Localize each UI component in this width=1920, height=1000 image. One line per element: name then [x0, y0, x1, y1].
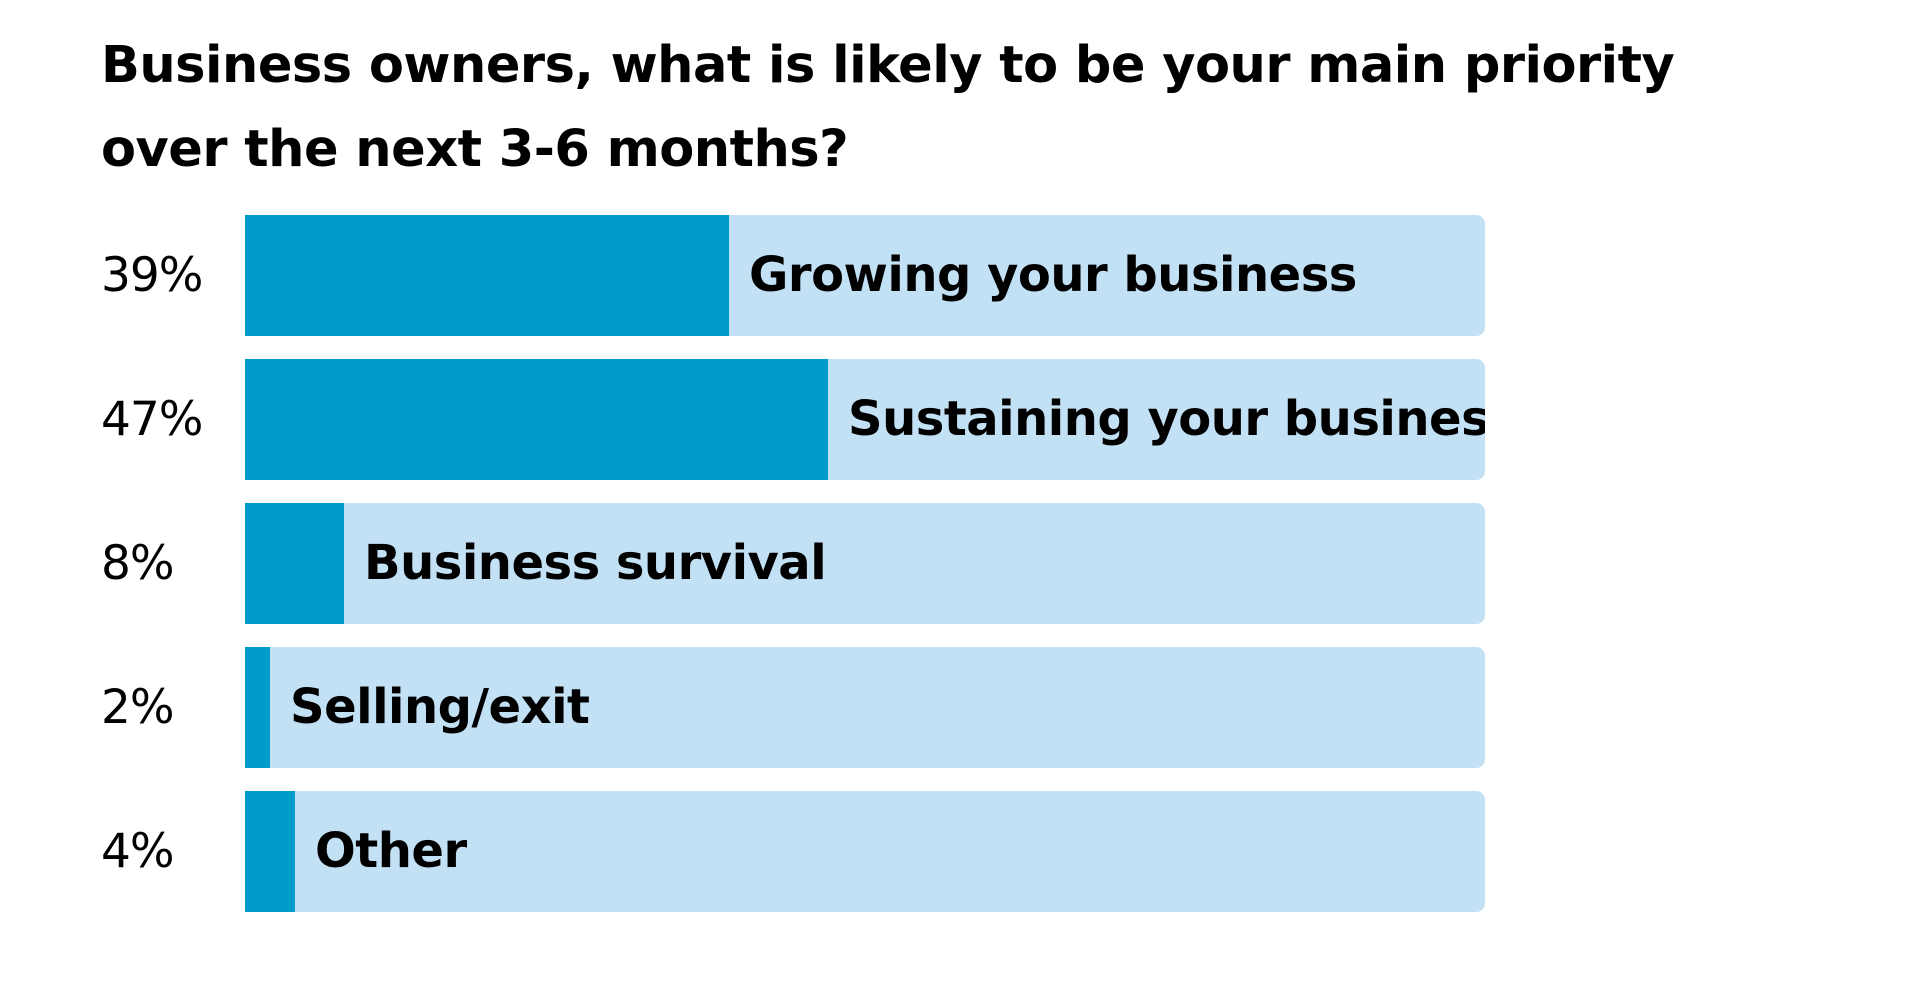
value-label: 2%	[101, 680, 175, 735]
bar	[245, 791, 295, 912]
bar	[245, 503, 344, 624]
bar-row: 8% Business survival	[0, 503, 1920, 624]
category-label: Business survival	[364, 535, 827, 591]
bar-track: Other	[245, 791, 1485, 912]
value-label: 8%	[101, 536, 175, 591]
value-label: 4%	[101, 824, 175, 879]
bar-row: 4% Other	[0, 791, 1920, 912]
value-label: 39%	[101, 248, 203, 303]
category-label: Growing your business	[749, 247, 1357, 303]
category-label: Selling/exit	[290, 679, 590, 735]
bar	[245, 647, 270, 768]
bar-track: Growing your business	[245, 215, 1485, 336]
category-label: Other	[315, 823, 467, 879]
bar-row: 39% Growing your business	[0, 215, 1920, 336]
bar	[245, 215, 729, 336]
bar-track: Selling/exit	[245, 647, 1485, 768]
bar-track: Business survival	[245, 503, 1485, 624]
chart-title: Business owners, what is likely to be yo…	[101, 36, 1675, 179]
bar	[245, 359, 828, 480]
category-label: Sustaining your business	[848, 391, 1485, 447]
bar-row: 47% Sustaining your business	[0, 359, 1920, 480]
value-label: 47%	[101, 392, 203, 447]
bar-row: 2% Selling/exit	[0, 647, 1920, 768]
bar-track: Sustaining your business	[245, 359, 1485, 480]
